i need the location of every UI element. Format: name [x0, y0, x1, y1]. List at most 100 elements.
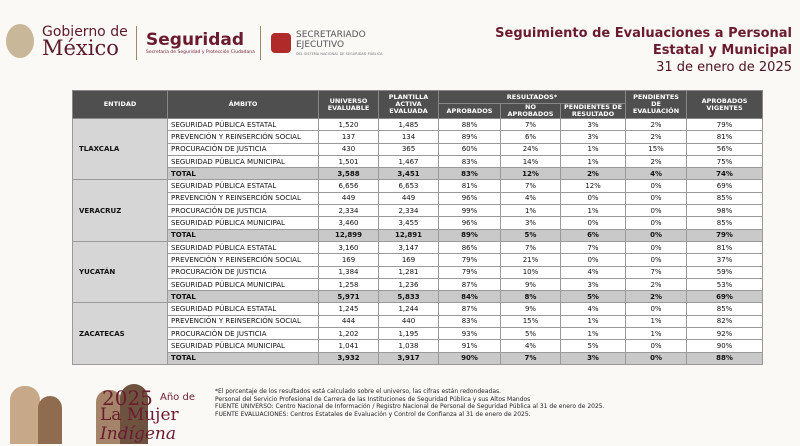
total-cell: 0%: [625, 351, 688, 365]
entity: TLAXCALA: [72, 117, 168, 181]
cell: 3,160: [318, 240, 379, 255]
row: ZACATECAS SEGURIDAD PÚBLICA ESTATAL 1,245 1…: [72, 302, 764, 365]
sesnsp-sub: DEL SISTEMA NACIONAL DE SEGURIDAD PÚBLIC…: [296, 52, 383, 56]
total-cell: 12%: [500, 167, 561, 181]
cell: 3%: [559, 117, 627, 132]
cell: 2%: [625, 277, 688, 292]
cell: 7%: [500, 179, 561, 193]
row: PROCURACIÓN DE JUSTICIA 1,384 1,281 79% 10% 4…: [73, 265, 764, 279]
cell: 99%: [438, 204, 501, 218]
cell: PROCURACIÓN DE JUSTICIA: [167, 204, 319, 218]
total-cell: 7%: [500, 351, 561, 365]
total-cell: TOTAL: [167, 228, 319, 242]
total-cell: 3,588: [318, 167, 379, 181]
cell: 91%: [438, 339, 501, 353]
cell: 3%: [559, 277, 627, 292]
cell: 60%: [438, 142, 501, 156]
title: Seguimiento de Evaluaciones a Personal E…: [495, 25, 792, 76]
total-cell: TOTAL: [167, 167, 319, 181]
total-cell: TOTAL: [167, 290, 319, 304]
col-head: PENDIENTES DE EVALUACIÓN: [625, 90, 688, 119]
row: PREVENCIÓN Y REINSERCIÓN SOCIAL 444 440 83%…: [73, 314, 764, 329]
cell: PROCURACIÓN DE JUSTICIA: [167, 265, 319, 279]
total-cell: 89%: [438, 228, 501, 242]
col-head: RESULTADOS*: [437, 90, 627, 104]
cell: 1,520: [318, 117, 379, 132]
cell: 0%: [625, 253, 688, 267]
cell: 79%: [438, 265, 501, 279]
total-cell: 0%: [625, 228, 688, 242]
cell: 87%: [438, 302, 501, 316]
cell: 1%: [559, 314, 627, 329]
cell: 1%: [625, 327, 688, 341]
divider: [260, 26, 261, 60]
table: ENTIDAD ÁMBITO UNIVERSO EVALUABLE PLANTILLA…: [72, 90, 764, 365]
year-tag: 2025: [102, 388, 189, 408]
cell: 0%: [559, 191, 627, 206]
cell: 75%: [686, 154, 764, 169]
cell: 81%: [438, 179, 501, 193]
col-head: ENTIDAD: [72, 90, 168, 119]
cell: 10%: [500, 265, 561, 279]
cell: 96%: [438, 191, 501, 206]
year: 2025: [102, 386, 153, 410]
cell: 21%: [500, 253, 561, 267]
sesnsp-2: EJECUTIVO: [296, 40, 345, 50]
col-head: APROBADOS: [438, 103, 501, 119]
cell: 96%: [438, 216, 501, 230]
cell: 82%: [686, 314, 764, 329]
row: TLAXCALA SEGURIDAD PÚBLICA ESTATAL 1,520 1,…: [72, 117, 764, 181]
notes: *El porcentaje de los resultados está ca…: [215, 388, 605, 418]
cell: 1,467: [378, 154, 439, 169]
cell: 0%: [559, 253, 627, 267]
cell: 6,653: [378, 179, 439, 193]
total-row: TOTAL 5,971 5,833 84% 8% 5% 2% 69%: [73, 290, 764, 304]
cell: 449: [318, 191, 379, 206]
gov-big: México: [42, 36, 119, 60]
cell: 85%: [686, 216, 764, 230]
cell: 3,460: [318, 216, 379, 230]
total-cell: 5,833: [378, 290, 439, 304]
cell: 5%: [559, 339, 627, 353]
cell: 2,334: [378, 204, 439, 218]
cell: 53%: [686, 277, 764, 292]
entity: YUCATÁN: [72, 240, 168, 304]
cell: 1%: [559, 327, 627, 341]
total-cell: 8%: [500, 290, 561, 304]
cell: 85%: [686, 302, 764, 316]
total-cell: 3%: [559, 351, 627, 365]
cell: 6,656: [318, 179, 379, 193]
cell: PREVENCIÓN Y REINSERCIÓN SOCIAL: [167, 191, 319, 206]
row: SEGURIDAD PÚBLICA MUNICIPAL 1,041 1,038 91%…: [73, 339, 764, 353]
cell: 0%: [559, 216, 627, 230]
note: FUENTE EVALUACIONES: Centros Estatales d…: [215, 410, 531, 418]
note: Personal del Servicio Profesional de Car…: [215, 395, 531, 403]
cell: 14%: [500, 154, 561, 169]
gov-small: Gobierno de: [42, 24, 128, 40]
cell: 1%: [625, 314, 688, 329]
cell: SEGURIDAD PÚBLICA ESTATAL: [167, 240, 319, 255]
cell: 3%: [500, 216, 561, 230]
cell: 98%: [686, 204, 764, 218]
cell: PROCURACIÓN DE JUSTICIA: [167, 142, 319, 156]
total-cell: 79%: [686, 228, 764, 242]
note: *El porcentaje de los resultados está ca…: [215, 388, 502, 395]
total-cell: 5,971: [318, 290, 379, 304]
cell: 0%: [625, 179, 688, 193]
cell: 2%: [625, 154, 688, 169]
total-cell: TOTAL: [167, 351, 319, 365]
total-cell: 74%: [686, 167, 764, 181]
cell: 24%: [500, 142, 561, 156]
row: PROCURACIÓN DE JUSTICIA 1,202 1,195 93% 5% 1%…: [73, 327, 764, 341]
total-cell: 12,891: [378, 228, 439, 242]
total-cell: 12,899: [318, 228, 379, 242]
total-cell: 3,451: [378, 167, 439, 181]
sesnsp-1: SECRETARIADO: [296, 30, 366, 40]
cell: 1,501: [318, 154, 379, 169]
total-cell: 5%: [500, 228, 561, 242]
cell: 0%: [625, 240, 688, 255]
total-cell: 5%: [559, 290, 627, 304]
cell: 1,038: [378, 339, 439, 353]
